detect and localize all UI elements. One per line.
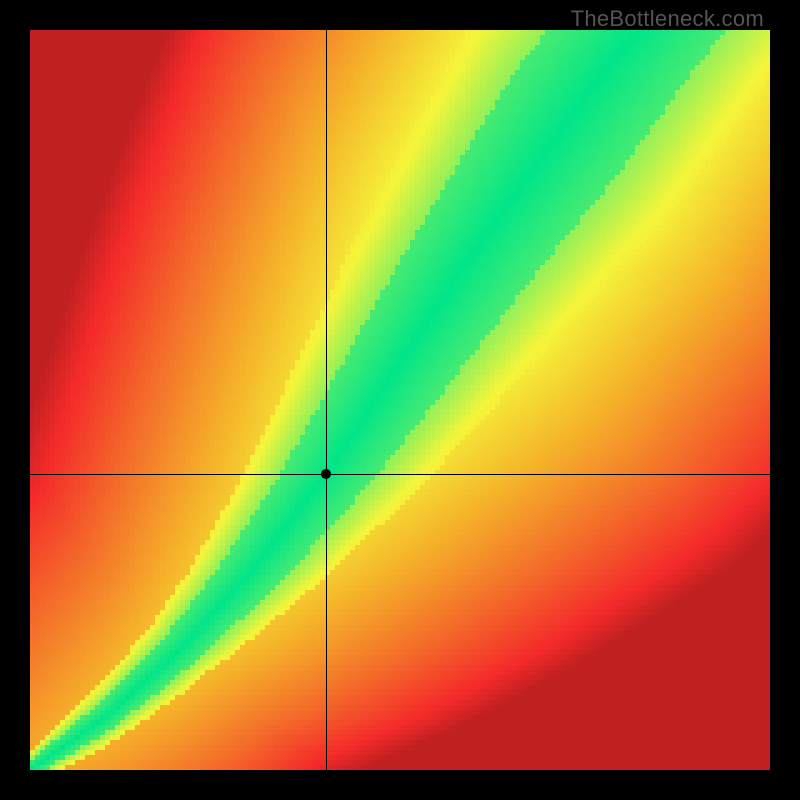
watermark-text: TheBottleneck.com [571,6,764,32]
heatmap-canvas [30,30,770,770]
heatmap-chart [30,30,770,770]
